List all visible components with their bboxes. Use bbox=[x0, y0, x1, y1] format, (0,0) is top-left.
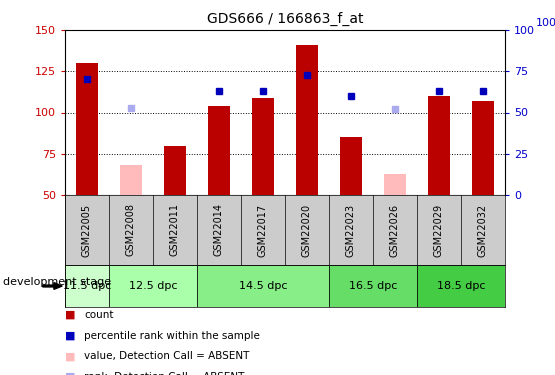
Text: 16.5 dpc: 16.5 dpc bbox=[349, 281, 397, 291]
Bar bbox=[296, 45, 318, 195]
Text: GSM22011: GSM22011 bbox=[170, 204, 180, 257]
Bar bbox=[120, 165, 142, 195]
Text: 100%: 100% bbox=[536, 18, 555, 28]
Bar bbox=[164, 146, 186, 195]
Bar bbox=[428, 96, 450, 195]
Bar bbox=[65, 265, 109, 307]
Text: 11.5 dpc: 11.5 dpc bbox=[63, 281, 111, 291]
Bar bbox=[76, 63, 98, 195]
Text: GSM22014: GSM22014 bbox=[214, 204, 224, 257]
Bar bbox=[472, 101, 494, 195]
Text: development stage: development stage bbox=[3, 277, 111, 287]
Text: value, Detection Call = ABSENT: value, Detection Call = ABSENT bbox=[84, 351, 250, 361]
Text: GSM22020: GSM22020 bbox=[302, 203, 312, 256]
Bar bbox=[340, 137, 362, 195]
Text: percentile rank within the sample: percentile rank within the sample bbox=[84, 331, 260, 340]
Text: GSM22029: GSM22029 bbox=[434, 203, 444, 256]
Text: GSM22026: GSM22026 bbox=[390, 203, 400, 256]
Bar bbox=[197, 265, 329, 307]
Text: count: count bbox=[84, 310, 114, 320]
Text: ■: ■ bbox=[65, 310, 75, 320]
Text: rank, Detection Call = ABSENT: rank, Detection Call = ABSENT bbox=[84, 372, 245, 375]
Text: GSM22023: GSM22023 bbox=[346, 203, 356, 256]
Text: ■: ■ bbox=[65, 372, 75, 375]
Text: GSM22005: GSM22005 bbox=[82, 203, 92, 256]
Text: GSM22032: GSM22032 bbox=[478, 203, 488, 256]
Text: GSM22008: GSM22008 bbox=[126, 204, 136, 257]
Text: ■: ■ bbox=[65, 351, 75, 361]
Bar bbox=[329, 265, 417, 307]
Bar bbox=[208, 106, 230, 195]
Text: 14.5 dpc: 14.5 dpc bbox=[239, 281, 287, 291]
Text: ■: ■ bbox=[65, 331, 75, 340]
Text: GSM22017: GSM22017 bbox=[258, 203, 268, 256]
Bar bbox=[417, 265, 505, 307]
Title: GDS666 / 166863_f_at: GDS666 / 166863_f_at bbox=[207, 12, 364, 26]
Text: 12.5 dpc: 12.5 dpc bbox=[129, 281, 177, 291]
Bar bbox=[109, 265, 197, 307]
Text: 18.5 dpc: 18.5 dpc bbox=[437, 281, 485, 291]
Bar bbox=[384, 174, 406, 195]
Bar bbox=[252, 98, 274, 195]
